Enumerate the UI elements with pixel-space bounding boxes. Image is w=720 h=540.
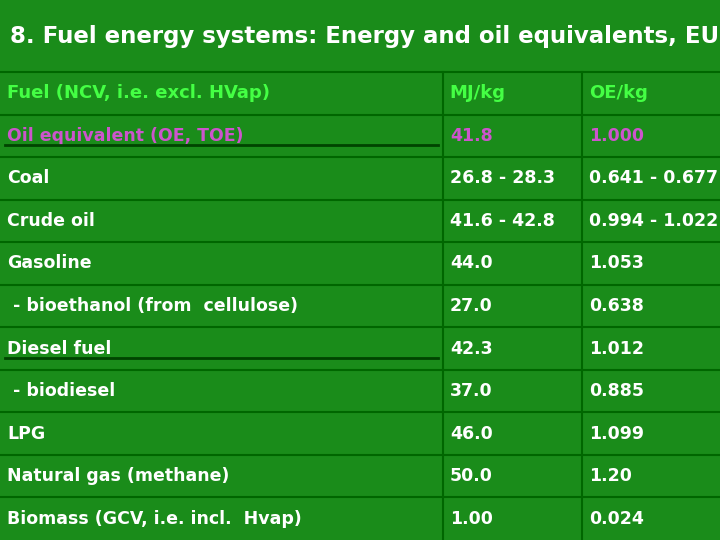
Text: 42.3: 42.3 bbox=[450, 340, 492, 357]
Text: 0.994 - 1.022: 0.994 - 1.022 bbox=[589, 212, 718, 230]
Text: 1.053: 1.053 bbox=[589, 254, 644, 273]
Text: 0.641 - 0.677: 0.641 - 0.677 bbox=[589, 170, 718, 187]
Text: Crude oil: Crude oil bbox=[7, 212, 95, 230]
Text: 1.000: 1.000 bbox=[589, 127, 644, 145]
Text: 37.0: 37.0 bbox=[450, 382, 492, 400]
Text: 50.0: 50.0 bbox=[450, 467, 492, 485]
Text: Biomass (GCV, i.e. incl.  Hvap): Biomass (GCV, i.e. incl. Hvap) bbox=[7, 510, 302, 528]
Text: LPG: LPG bbox=[7, 424, 45, 443]
Text: Natural gas (methane): Natural gas (methane) bbox=[7, 467, 230, 485]
Text: Coal: Coal bbox=[7, 170, 50, 187]
Text: 44.0: 44.0 bbox=[450, 254, 492, 273]
Text: MJ/kg: MJ/kg bbox=[450, 84, 505, 102]
Text: 0.638: 0.638 bbox=[589, 297, 644, 315]
Text: 0.885: 0.885 bbox=[589, 382, 644, 400]
Text: 26.8 - 28.3: 26.8 - 28.3 bbox=[450, 170, 555, 187]
Text: 41.6 - 42.8: 41.6 - 42.8 bbox=[450, 212, 554, 230]
Text: - bioethanol (from  cellulose): - bioethanol (from cellulose) bbox=[7, 297, 298, 315]
Text: Diesel fuel: Diesel fuel bbox=[7, 340, 112, 357]
Text: OE/kg: OE/kg bbox=[589, 84, 647, 102]
Text: 1.00: 1.00 bbox=[450, 510, 492, 528]
Text: Oil equivalent (OE, TOE): Oil equivalent (OE, TOE) bbox=[7, 127, 243, 145]
Text: 41.8: 41.8 bbox=[450, 127, 492, 145]
Text: 8. Fuel energy systems: Energy and oil equivalents, EU Stat: 8. Fuel energy systems: Energy and oil e… bbox=[10, 24, 720, 48]
Text: 1.012: 1.012 bbox=[589, 340, 644, 357]
Text: 27.0: 27.0 bbox=[450, 297, 492, 315]
Text: 46.0: 46.0 bbox=[450, 424, 492, 443]
Text: Gasoline: Gasoline bbox=[7, 254, 91, 273]
Text: - biodiesel: - biodiesel bbox=[7, 382, 115, 400]
Text: 1.099: 1.099 bbox=[589, 424, 644, 443]
Text: Fuel (NCV, i.e. excl. HVap): Fuel (NCV, i.e. excl. HVap) bbox=[7, 84, 270, 102]
Text: 0.024: 0.024 bbox=[589, 510, 644, 528]
Text: 1.20: 1.20 bbox=[589, 467, 631, 485]
